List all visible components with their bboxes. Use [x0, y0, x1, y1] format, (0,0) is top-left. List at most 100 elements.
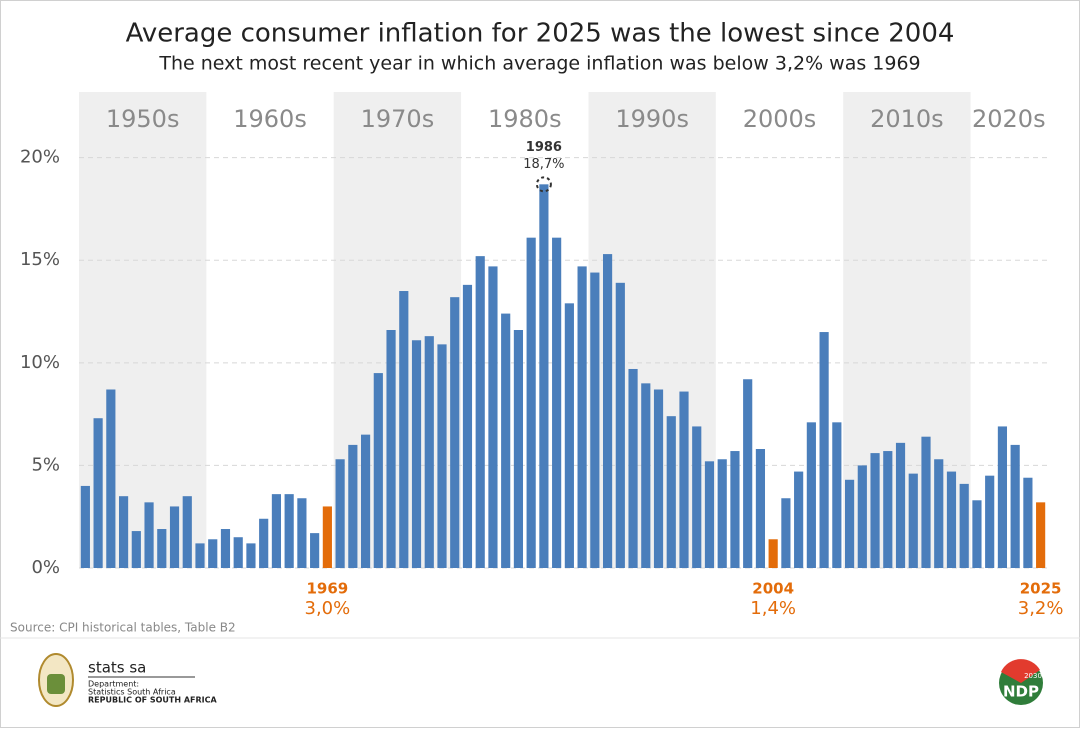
decade-label: 1980s — [488, 105, 562, 133]
bar — [220, 529, 231, 568]
bar — [208, 539, 218, 568]
highlight-value-label: 3,0% — [305, 598, 351, 619]
bar — [857, 465, 867, 568]
highlight-value-label: 3,2% — [1018, 598, 1064, 619]
bar — [450, 297, 460, 568]
bar — [679, 391, 689, 568]
bar — [513, 330, 524, 568]
bar — [781, 498, 791, 568]
bar — [399, 291, 409, 568]
bar — [844, 479, 855, 568]
bar — [819, 332, 829, 568]
y-tick-label: 15% — [20, 249, 60, 270]
highlight-year: 2025 — [1020, 580, 1062, 598]
bar — [475, 256, 485, 568]
peak-marker — [535, 176, 552, 193]
decade-label: 2000s — [743, 105, 817, 133]
source: Source: CPI historical tables, Table B2 — [10, 621, 236, 635]
bar — [972, 500, 982, 568]
bar — [946, 471, 957, 568]
ndp-year: 2030 — [1024, 672, 1042, 680]
bar — [908, 473, 918, 568]
decade-label: 1970s — [361, 105, 435, 133]
bar — [577, 266, 587, 568]
bar — [93, 418, 103, 568]
bar — [271, 494, 282, 568]
bar — [501, 313, 511, 568]
bar — [921, 436, 931, 568]
ndp-segment — [1001, 659, 1040, 683]
bar — [322, 506, 332, 568]
bar — [118, 496, 129, 568]
bar — [743, 379, 753, 568]
dept-label: Department: — [88, 680, 139, 689]
bar — [1036, 502, 1046, 568]
bar — [182, 496, 192, 568]
bar — [246, 543, 256, 568]
peak-value-label: 18,7% — [523, 157, 564, 172]
bar — [755, 449, 766, 568]
bar — [794, 471, 804, 568]
bar — [169, 506, 180, 568]
bar — [552, 237, 562, 568]
bar — [539, 184, 549, 569]
bar — [233, 537, 243, 568]
bar — [870, 453, 880, 568]
y-tick-label: 20% — [20, 147, 60, 168]
bar — [297, 498, 307, 568]
bar — [895, 442, 906, 568]
bar — [692, 426, 702, 568]
bar — [259, 518, 269, 568]
bar — [462, 284, 473, 568]
y-tick-label: 5% — [31, 454, 60, 475]
country: REPUBLIC OF SOUTH AFRICA — [88, 696, 218, 705]
decade-label: 1960s — [233, 105, 307, 133]
bar — [360, 434, 371, 568]
bar — [1023, 477, 1033, 568]
bar — [131, 531, 141, 568]
bar — [666, 416, 676, 568]
bar — [437, 344, 447, 568]
decade-label: 1990s — [615, 105, 689, 133]
bar — [310, 533, 320, 568]
bar — [157, 529, 167, 568]
bar — [883, 451, 893, 568]
bar — [806, 422, 816, 568]
bar — [641, 383, 651, 568]
bar — [564, 303, 574, 568]
y-tick-label: 10% — [20, 352, 60, 373]
bar — [590, 272, 600, 568]
bar — [195, 543, 205, 568]
bar — [730, 451, 740, 568]
bar — [411, 340, 422, 568]
bar — [832, 422, 842, 568]
decade-label: 1950s — [106, 105, 180, 133]
highlight-year: 1969 — [306, 580, 348, 598]
stats-sa-logo: stats sa Department: Statistics South Af… — [38, 653, 218, 707]
bar — [653, 389, 664, 568]
decade-label: 2020s — [972, 105, 1046, 133]
bar — [335, 459, 345, 568]
bar — [144, 502, 154, 568]
bar — [997, 426, 1008, 568]
chart-title: Average consumer inflation for 2025 was … — [126, 19, 955, 49]
bar — [284, 494, 294, 568]
bar — [488, 266, 498, 568]
bar — [386, 330, 396, 568]
bar — [348, 444, 358, 568]
coat-of-arms-shield — [47, 674, 65, 694]
peak-year: 1986 — [526, 140, 562, 155]
bar — [80, 485, 90, 568]
bar — [704, 461, 715, 568]
bar — [602, 254, 613, 568]
bar — [106, 389, 116, 568]
ndp-logo: NDP 2030 — [999, 659, 1043, 705]
decade-label: 2010s — [870, 105, 944, 133]
bar — [768, 539, 778, 568]
bar — [526, 237, 536, 568]
bar — [934, 459, 944, 568]
bar — [615, 282, 625, 568]
